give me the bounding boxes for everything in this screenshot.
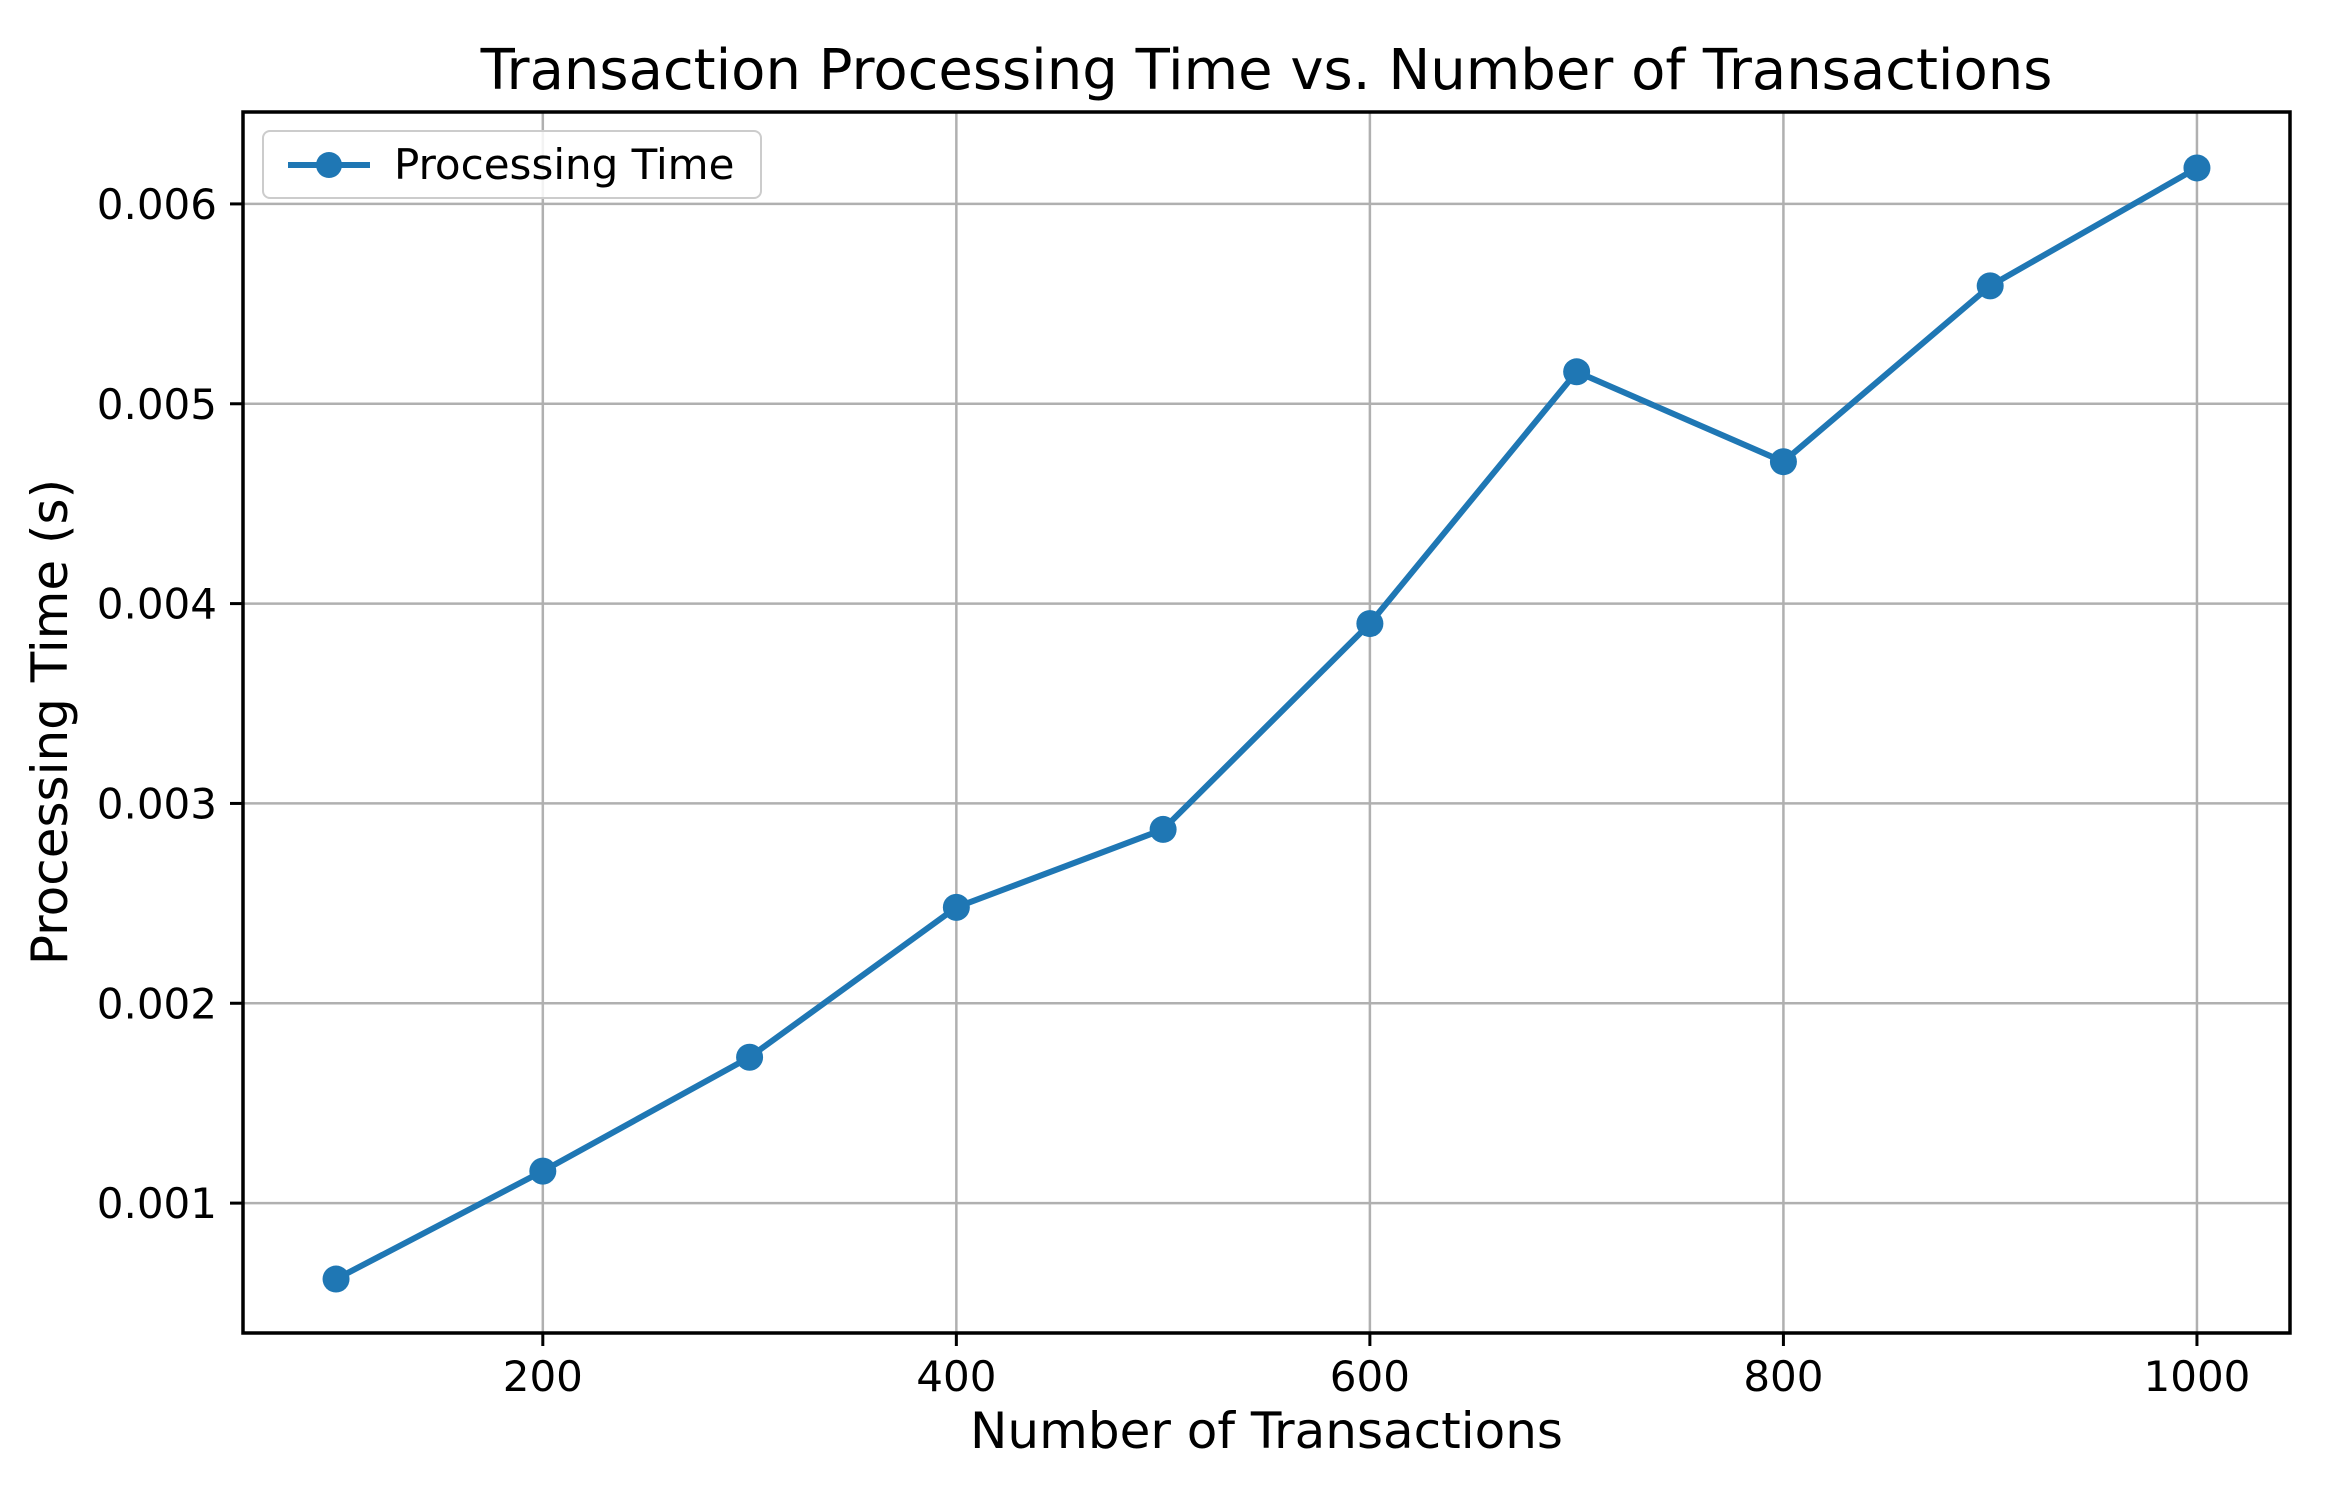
axes-spines — [241, 110, 2292, 1335]
data-point-marker — [736, 1043, 764, 1071]
data-point-marker — [942, 893, 970, 921]
data-point-marker — [529, 1157, 557, 1185]
series-line — [333, 164, 2200, 1283]
y-tick-label: 0.001 — [97, 1179, 217, 1228]
x-tick-label: 1000 — [2144, 1352, 2251, 1401]
data-point-marker — [2183, 154, 2211, 182]
x-axis-label: Number of Transactions — [970, 1402, 1563, 1460]
axes-box — [241, 110, 2292, 1335]
data-point-marker — [322, 1265, 350, 1293]
series-layer — [322, 154, 2211, 1293]
data-point-marker — [1976, 272, 2004, 300]
y-tick-label: 0.005 — [97, 380, 217, 429]
data-point-marker — [1149, 815, 1177, 843]
y-tick-label: 0.003 — [97, 779, 217, 828]
y-tick-label: 0.006 — [97, 180, 217, 229]
x-tick-label: 200 — [503, 1352, 583, 1401]
x-tick-label: 600 — [1330, 1352, 1410, 1401]
legend: Processing Time — [262, 130, 763, 199]
legend-line-marker-icon — [288, 151, 370, 178]
data-point-marker — [1356, 610, 1384, 638]
y-tick-label: 0.002 — [97, 979, 217, 1028]
legend-label: Processing Time — [394, 140, 735, 189]
y-axis-label: Processing Time (s) — [21, 478, 79, 966]
x-tick-label: 800 — [1743, 1352, 1823, 1401]
y-tick-label: 0.004 — [97, 580, 217, 629]
data-point-marker — [1769, 448, 1797, 476]
grid-layer — [243, 112, 2290, 1333]
data-point-marker — [1563, 358, 1591, 386]
x-tick-label: 400 — [916, 1352, 996, 1401]
chart-title: Transaction Processing Time vs. Number o… — [480, 38, 2053, 103]
tick-layer: 200 400 600 800 1000 0.001 0.002 0.003 0.004 0.00… — [97, 180, 2251, 1401]
